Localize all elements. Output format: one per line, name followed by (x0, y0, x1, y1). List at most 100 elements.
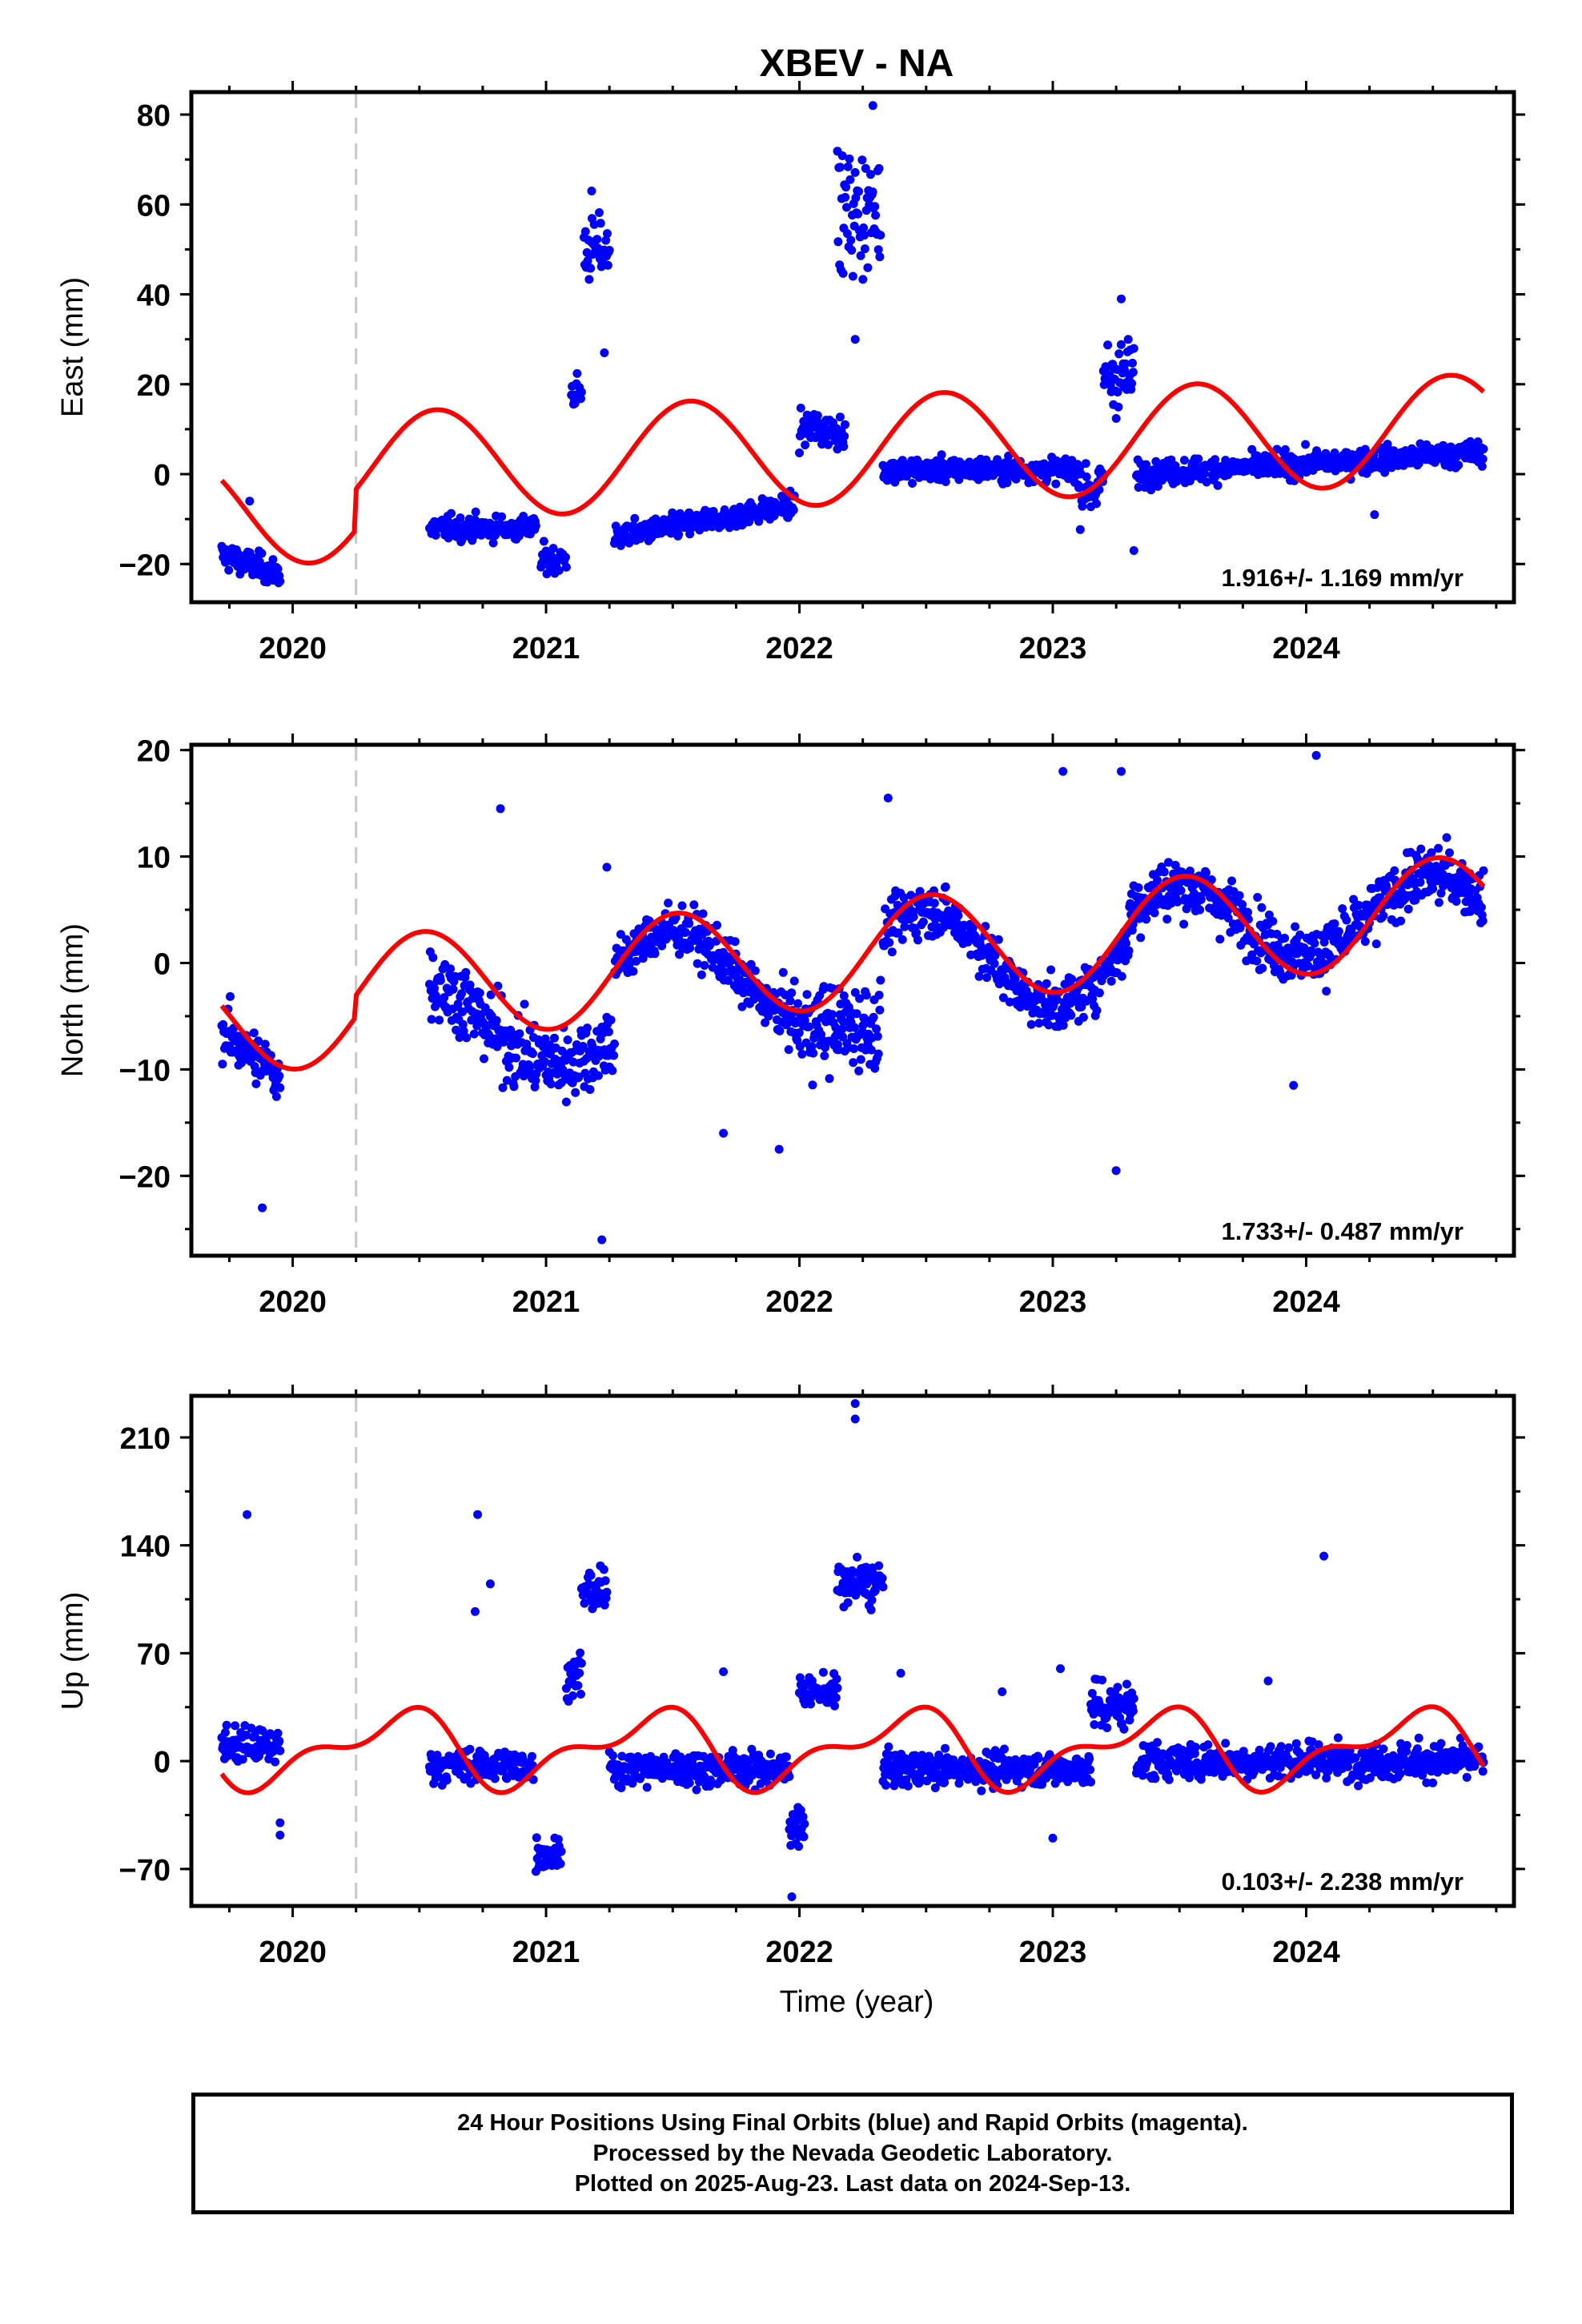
data-point (442, 1775, 452, 1785)
data-point (785, 996, 795, 1006)
data-point (599, 1565, 608, 1574)
data-point (578, 1042, 588, 1051)
data-point (231, 1721, 240, 1731)
data-point (1162, 915, 1172, 924)
data-point (806, 1699, 816, 1709)
data-point (610, 1039, 619, 1048)
y-tick-label: 60 (137, 189, 171, 223)
data-point (685, 1778, 694, 1787)
data-point (870, 202, 880, 211)
data-point (1474, 1742, 1484, 1751)
data-point (471, 507, 480, 517)
data-point (630, 513, 640, 523)
data-point (1478, 1767, 1488, 1776)
data-point (1117, 766, 1126, 776)
data-point (765, 1749, 775, 1759)
x-tick-label: 2020 (259, 1936, 327, 1969)
data-point (860, 244, 869, 254)
data-point (1058, 766, 1068, 776)
data-point (1015, 1003, 1025, 1012)
data-point (860, 1014, 869, 1023)
data-point (692, 1785, 701, 1795)
data-point (838, 268, 848, 278)
data-point (473, 1510, 483, 1519)
data-point (1066, 1011, 1076, 1020)
data-point (1351, 1753, 1360, 1763)
data-point (427, 1015, 436, 1024)
data-point (1176, 886, 1186, 895)
data-point (887, 947, 897, 957)
data-point (974, 971, 984, 981)
data-point (912, 928, 921, 938)
data-point (850, 167, 860, 177)
data-point (868, 187, 877, 197)
data-point (833, 1683, 842, 1693)
data-point (1122, 939, 1130, 948)
data-point (1284, 1743, 1294, 1752)
data-point (750, 966, 760, 975)
data-point (592, 235, 602, 244)
data-point (1457, 1759, 1467, 1768)
data-point (461, 967, 471, 977)
data-point (1301, 440, 1311, 449)
data-point (528, 1751, 536, 1761)
data-point (861, 163, 870, 173)
data-point (1280, 444, 1290, 454)
data-point (994, 935, 1003, 944)
data-point (1370, 510, 1379, 520)
data-point (860, 231, 869, 240)
data-point (1330, 919, 1339, 928)
data-point (724, 975, 733, 985)
data-point (839, 442, 849, 451)
data-point (800, 1819, 809, 1828)
data-point (531, 521, 540, 531)
data-point (885, 938, 894, 947)
data-point (1185, 866, 1195, 876)
data-point (1121, 359, 1130, 368)
data-point (857, 155, 867, 165)
data-point (1179, 456, 1189, 465)
data-point (837, 151, 847, 160)
data-point (604, 246, 614, 255)
data-point (845, 154, 854, 163)
data-point (843, 162, 853, 171)
data-point (1310, 939, 1319, 948)
data-point (896, 1668, 905, 1678)
data-point (832, 1675, 841, 1683)
data-point (698, 909, 708, 919)
data-point (858, 1021, 868, 1030)
data-point (1478, 916, 1488, 926)
model-fit-curve (219, 854, 1486, 1072)
x-tick-label: 2021 (512, 1285, 580, 1319)
data-point (1257, 903, 1267, 912)
data-point (874, 991, 884, 1000)
data-point (1164, 1775, 1174, 1784)
data-point (220, 1727, 230, 1737)
data-point (1119, 1724, 1129, 1734)
y-tick-label: 10 (137, 842, 171, 875)
data-point (1129, 546, 1138, 555)
data-point (600, 1600, 609, 1610)
data-point (1477, 461, 1487, 471)
data-point (805, 1022, 814, 1031)
data-point (913, 935, 922, 945)
data-point (497, 512, 507, 521)
data-point (1010, 1755, 1020, 1764)
data-point (1379, 911, 1388, 920)
data-point (457, 989, 467, 999)
data-point (852, 1009, 861, 1019)
data-point (1067, 975, 1077, 984)
data-point (1452, 897, 1461, 906)
data-point (903, 1781, 913, 1791)
data-point (576, 1648, 585, 1658)
data-point (275, 1736, 284, 1746)
data-point (1291, 922, 1300, 931)
data-point (587, 187, 596, 195)
data-point (791, 1018, 801, 1027)
data-point (1086, 1765, 1095, 1775)
y-tick-label: 0 (154, 459, 171, 493)
data-point (873, 245, 883, 255)
data-point (828, 1010, 837, 1019)
data-point (1044, 1020, 1054, 1030)
